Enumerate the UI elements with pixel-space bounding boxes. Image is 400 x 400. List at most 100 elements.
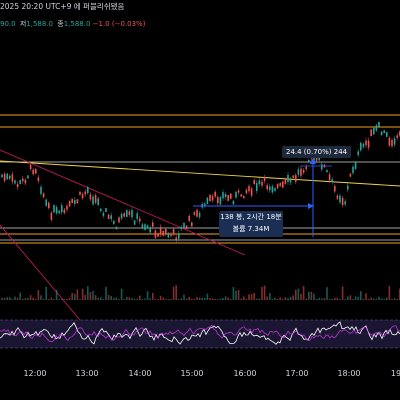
candle-body [378,121,380,127]
volume-bar [256,298,258,300]
candle-body [214,191,216,197]
candle-body [362,143,365,148]
volume-bar [42,298,45,300]
candle-body [118,217,120,223]
red-trend-line-1[interactable] [0,149,246,256]
volume-bar [367,298,370,300]
candle-body [393,138,396,145]
candle-body [217,197,219,204]
candle-body [183,222,185,229]
candle-body [349,173,352,177]
candle-body [55,207,58,214]
volume-bar [178,298,180,300]
volume-bar [341,286,344,300]
volume-bar [253,292,255,300]
candle-body [131,209,133,218]
volume-bar [126,296,128,300]
volume-bar [328,298,331,300]
volume-bar [193,298,196,300]
volume-bar [172,286,175,300]
candle-body [50,212,53,220]
volume-bar [94,295,97,300]
candle-body [16,184,19,188]
volume-bar [224,296,227,300]
candle-body [336,195,339,199]
volume-bar [185,298,188,300]
candle-body [396,135,398,138]
volume-bar [102,298,105,300]
volume-bar [24,298,27,300]
volume-bar [63,298,66,300]
volume-bar [219,298,222,300]
candle-body [11,174,14,182]
candle-body [237,190,240,193]
yellow-trend-line[interactable] [0,160,400,187]
low-value: 1,588.0 [26,20,53,28]
volume-bar [315,299,318,300]
volume-bar [227,297,229,300]
candle-body [154,230,157,238]
volume-bar [336,298,339,300]
time-axis[interactable]: 12:00 13:00 14:00 15:00 16:00 17:00 18:0… [0,360,400,400]
volume-bar [196,297,198,300]
candle-body [292,175,294,178]
candle-body [357,151,359,156]
volume-bar [245,298,248,300]
measure-volume-text: 볼륨 7.34M [232,225,270,233]
oscillator-line-slow [0,324,400,343]
candle-body [19,180,21,185]
volume-bar [201,297,203,300]
candle-body [245,189,248,194]
volume-bar [157,298,159,300]
volume-bar [391,298,393,300]
candle-body [373,127,375,135]
volume-bar [180,298,183,300]
volume-bar [118,298,120,300]
volume-bar [100,297,102,300]
volume-bar [297,288,300,300]
candle-body [123,213,125,217]
volume-bar [323,298,326,300]
volume-bar [146,291,149,300]
candle-body [175,237,177,240]
volume-bar [313,293,315,300]
candle-body [274,188,276,191]
volume-bar [373,298,375,300]
candle-body [347,185,349,190]
volume-bar [9,297,11,300]
candle-body [162,230,164,236]
candle-body [120,213,123,219]
volume-bar [383,298,385,300]
volume-bar [386,297,388,300]
candle-body [261,181,263,186]
volume-bar [37,290,40,300]
candle-body [191,222,193,227]
volume-bar [362,298,365,300]
red-trend-line-2[interactable] [0,224,81,321]
volume-bar [222,298,224,300]
candle-body [141,224,144,228]
measure-info-box[interactable]: 138 봉, 2시간 18분 볼륨 7.34M [219,211,283,237]
candle-body [76,199,79,204]
volume-bar [61,298,63,300]
price-change-label: 24.4 (0.70%) 244 [282,146,352,158]
candle-body [157,233,159,237]
time-label: 16:00 [233,369,257,378]
candle-body [289,179,292,183]
candle-body [74,199,76,204]
candle-body [35,168,37,174]
oscillator-line-fast [0,321,400,345]
volume-bar [370,297,372,300]
candle-body [84,191,86,195]
candle-body [97,198,99,206]
volume-bar [97,297,99,300]
candle-body [318,157,320,161]
candle-body [133,220,136,225]
volume-bar [365,293,367,300]
candle-body [58,210,60,214]
candle-body [256,183,258,191]
candle-body [42,193,45,198]
candle-body [370,129,372,137]
volume-bar [165,298,167,300]
